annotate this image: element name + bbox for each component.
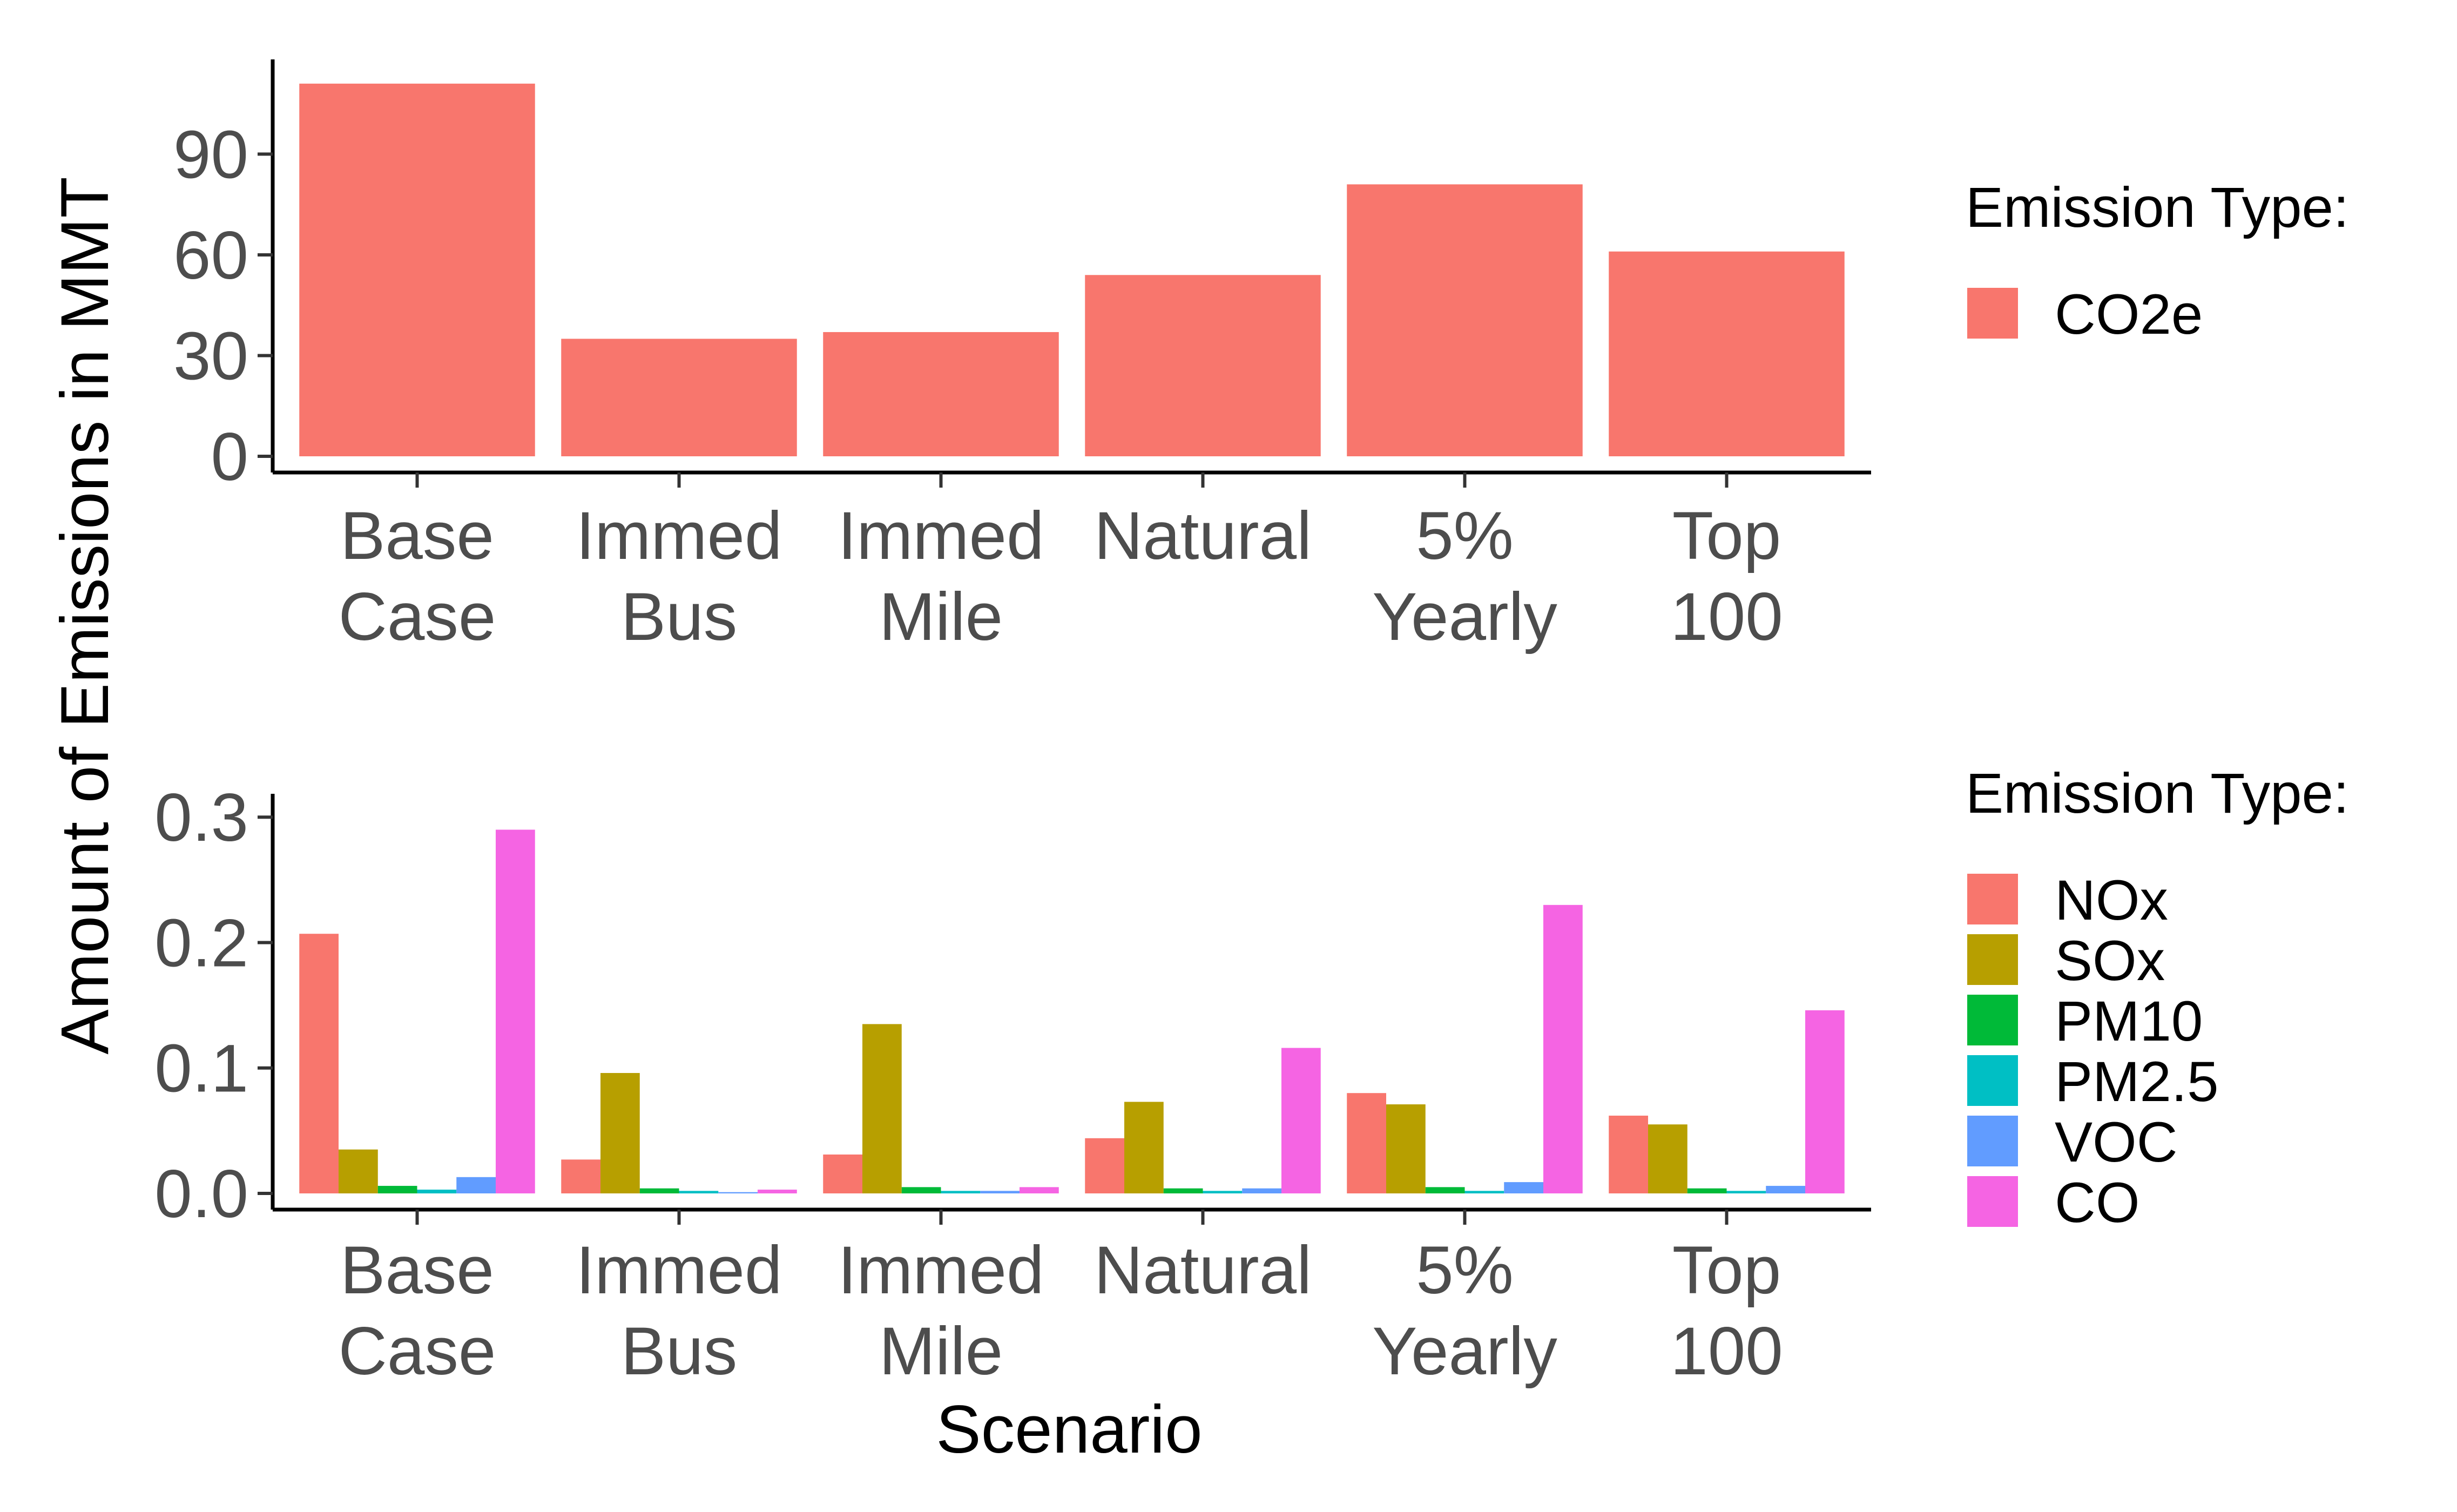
bar-co-immed-bus	[758, 1190, 797, 1193]
bar-pm10-immed-bus	[639, 1188, 679, 1193]
bar-pm10-5-yearly	[1425, 1187, 1465, 1193]
bar-co2e-top-100	[1609, 251, 1845, 456]
bar-nox-natural	[1085, 1138, 1124, 1193]
x-tick-label: Immed Bus	[576, 1233, 782, 1389]
legend-swatch-nox	[1964, 870, 2021, 928]
bar-co2e-immed-bus	[561, 339, 797, 456]
bar-co-immed-mile	[1020, 1187, 1059, 1193]
bar-sox-top-100	[1648, 1124, 1688, 1193]
bar-pm10-natural	[1163, 1188, 1203, 1193]
bar-co-natural	[1281, 1048, 1321, 1193]
bar-sox-immed-bus	[600, 1073, 640, 1193]
x-tick-label: Natural	[1094, 498, 1312, 573]
pollutants-panel: 0.0 0.1 0.2 0.3 Base Case Immed Bus Immed Mile Nat…	[154, 762, 2349, 1389]
bar-voc-immed-bus	[718, 1192, 758, 1193]
bar-pm10-base-case	[377, 1186, 417, 1193]
legend-swatch-co2e	[1964, 285, 2021, 342]
bar-voc-top-100	[1766, 1186, 1805, 1193]
x-tick-label: 5% Yearly	[1372, 498, 1557, 654]
bar-pm2-5-natural	[1203, 1191, 1243, 1193]
y-tick-label: 0	[211, 420, 248, 495]
bar-voc-5-yearly	[1504, 1182, 1543, 1193]
bar-pm10-immed-mile	[901, 1187, 941, 1193]
legend-title: Emission Type:	[1966, 762, 2349, 825]
bar-pm2-5-top-100	[1726, 1191, 1766, 1193]
legend-label-co2e: CO2e	[2055, 283, 2203, 346]
legend-label-nox: NOx	[2055, 869, 2168, 932]
x-tick-label: Immed Bus	[576, 498, 782, 654]
bar-co-base-case	[496, 829, 535, 1193]
y-tick-label: 60	[173, 218, 248, 293]
bar-nox-5-yearly	[1347, 1093, 1386, 1193]
legend-swatch-pm10	[1964, 991, 2021, 1049]
bar-pm10-top-100	[1687, 1188, 1727, 1193]
bar-pm2-5-base-case	[417, 1190, 457, 1193]
y-tick-label: 90	[173, 117, 248, 192]
bar-co2e-5-yearly	[1347, 184, 1583, 456]
x-tick-label: Base Case	[339, 1233, 496, 1389]
x-axis-title: Scenario	[936, 1392, 1202, 1467]
bar-pm2-5-5-yearly	[1464, 1191, 1504, 1193]
legend-swatch-co	[1964, 1173, 2021, 1230]
bar-co-5-yearly	[1543, 905, 1583, 1193]
x-tick-label: Immed Mile	[838, 498, 1044, 654]
bar-voc-immed-mile	[980, 1191, 1020, 1193]
bar-pm2-5-immed-bus	[679, 1191, 719, 1193]
legend-swatch-sox	[1964, 931, 2021, 988]
bar-voc-base-case	[456, 1177, 496, 1193]
bar-co-top-100	[1805, 1010, 1845, 1193]
bar-sox-immed-mile	[862, 1024, 902, 1193]
bar-pm2-5-immed-mile	[941, 1191, 981, 1193]
bar-nox-immed-mile	[823, 1155, 862, 1193]
bar-voc-natural	[1242, 1188, 1281, 1193]
x-tick-label: 5% Yearly	[1372, 1233, 1557, 1389]
y-tick-label: 0.3	[154, 780, 248, 855]
x-tick-label: Base Case	[339, 498, 496, 654]
bar-sox-base-case	[339, 1149, 378, 1193]
y-tick-label: 30	[173, 319, 248, 394]
y-axis-title: Amount of Emissions in MMT	[48, 177, 123, 1054]
bar-co2e-base-case	[299, 83, 535, 456]
legend-title: Emission Type:	[1966, 176, 2349, 239]
x-tick-label: Top 100	[1670, 498, 1783, 654]
y-tick-label: 0.2	[154, 906, 248, 981]
bar-co2e-immed-mile	[823, 332, 1059, 456]
bar-nox-top-100	[1609, 1116, 1648, 1193]
bar-sox-natural	[1124, 1102, 1164, 1193]
legend-label-sox: SOx	[2055, 929, 2165, 993]
x-tick-label: Top 100	[1670, 1233, 1783, 1389]
bar-co2e-natural	[1085, 275, 1321, 456]
x-tick-label: Natural	[1094, 1233, 1312, 1308]
bar-sox-5-yearly	[1386, 1104, 1426, 1193]
y-tick-label: 0.1	[154, 1031, 248, 1106]
x-tick-label: Immed Mile	[838, 1233, 1044, 1389]
legend-swatch-voc	[1964, 1112, 2021, 1170]
legend-label-pm2-5: PM2.5	[2055, 1050, 2218, 1113]
legend-label-voc: VOC	[2055, 1111, 2178, 1174]
legend-label-co: CO	[2055, 1171, 2140, 1234]
co2e-panel: 0 30 60 90 Base Case Immed Bus Immed Mile Natural 5…	[173, 59, 2349, 654]
legend-label-pm10: PM10	[2055, 990, 2203, 1053]
legend-swatch-pm2-5	[1964, 1052, 2021, 1109]
bar-nox-immed-bus	[561, 1159, 600, 1193]
bar-nox-base-case	[299, 934, 339, 1193]
y-tick-label: 0.0	[154, 1157, 248, 1232]
